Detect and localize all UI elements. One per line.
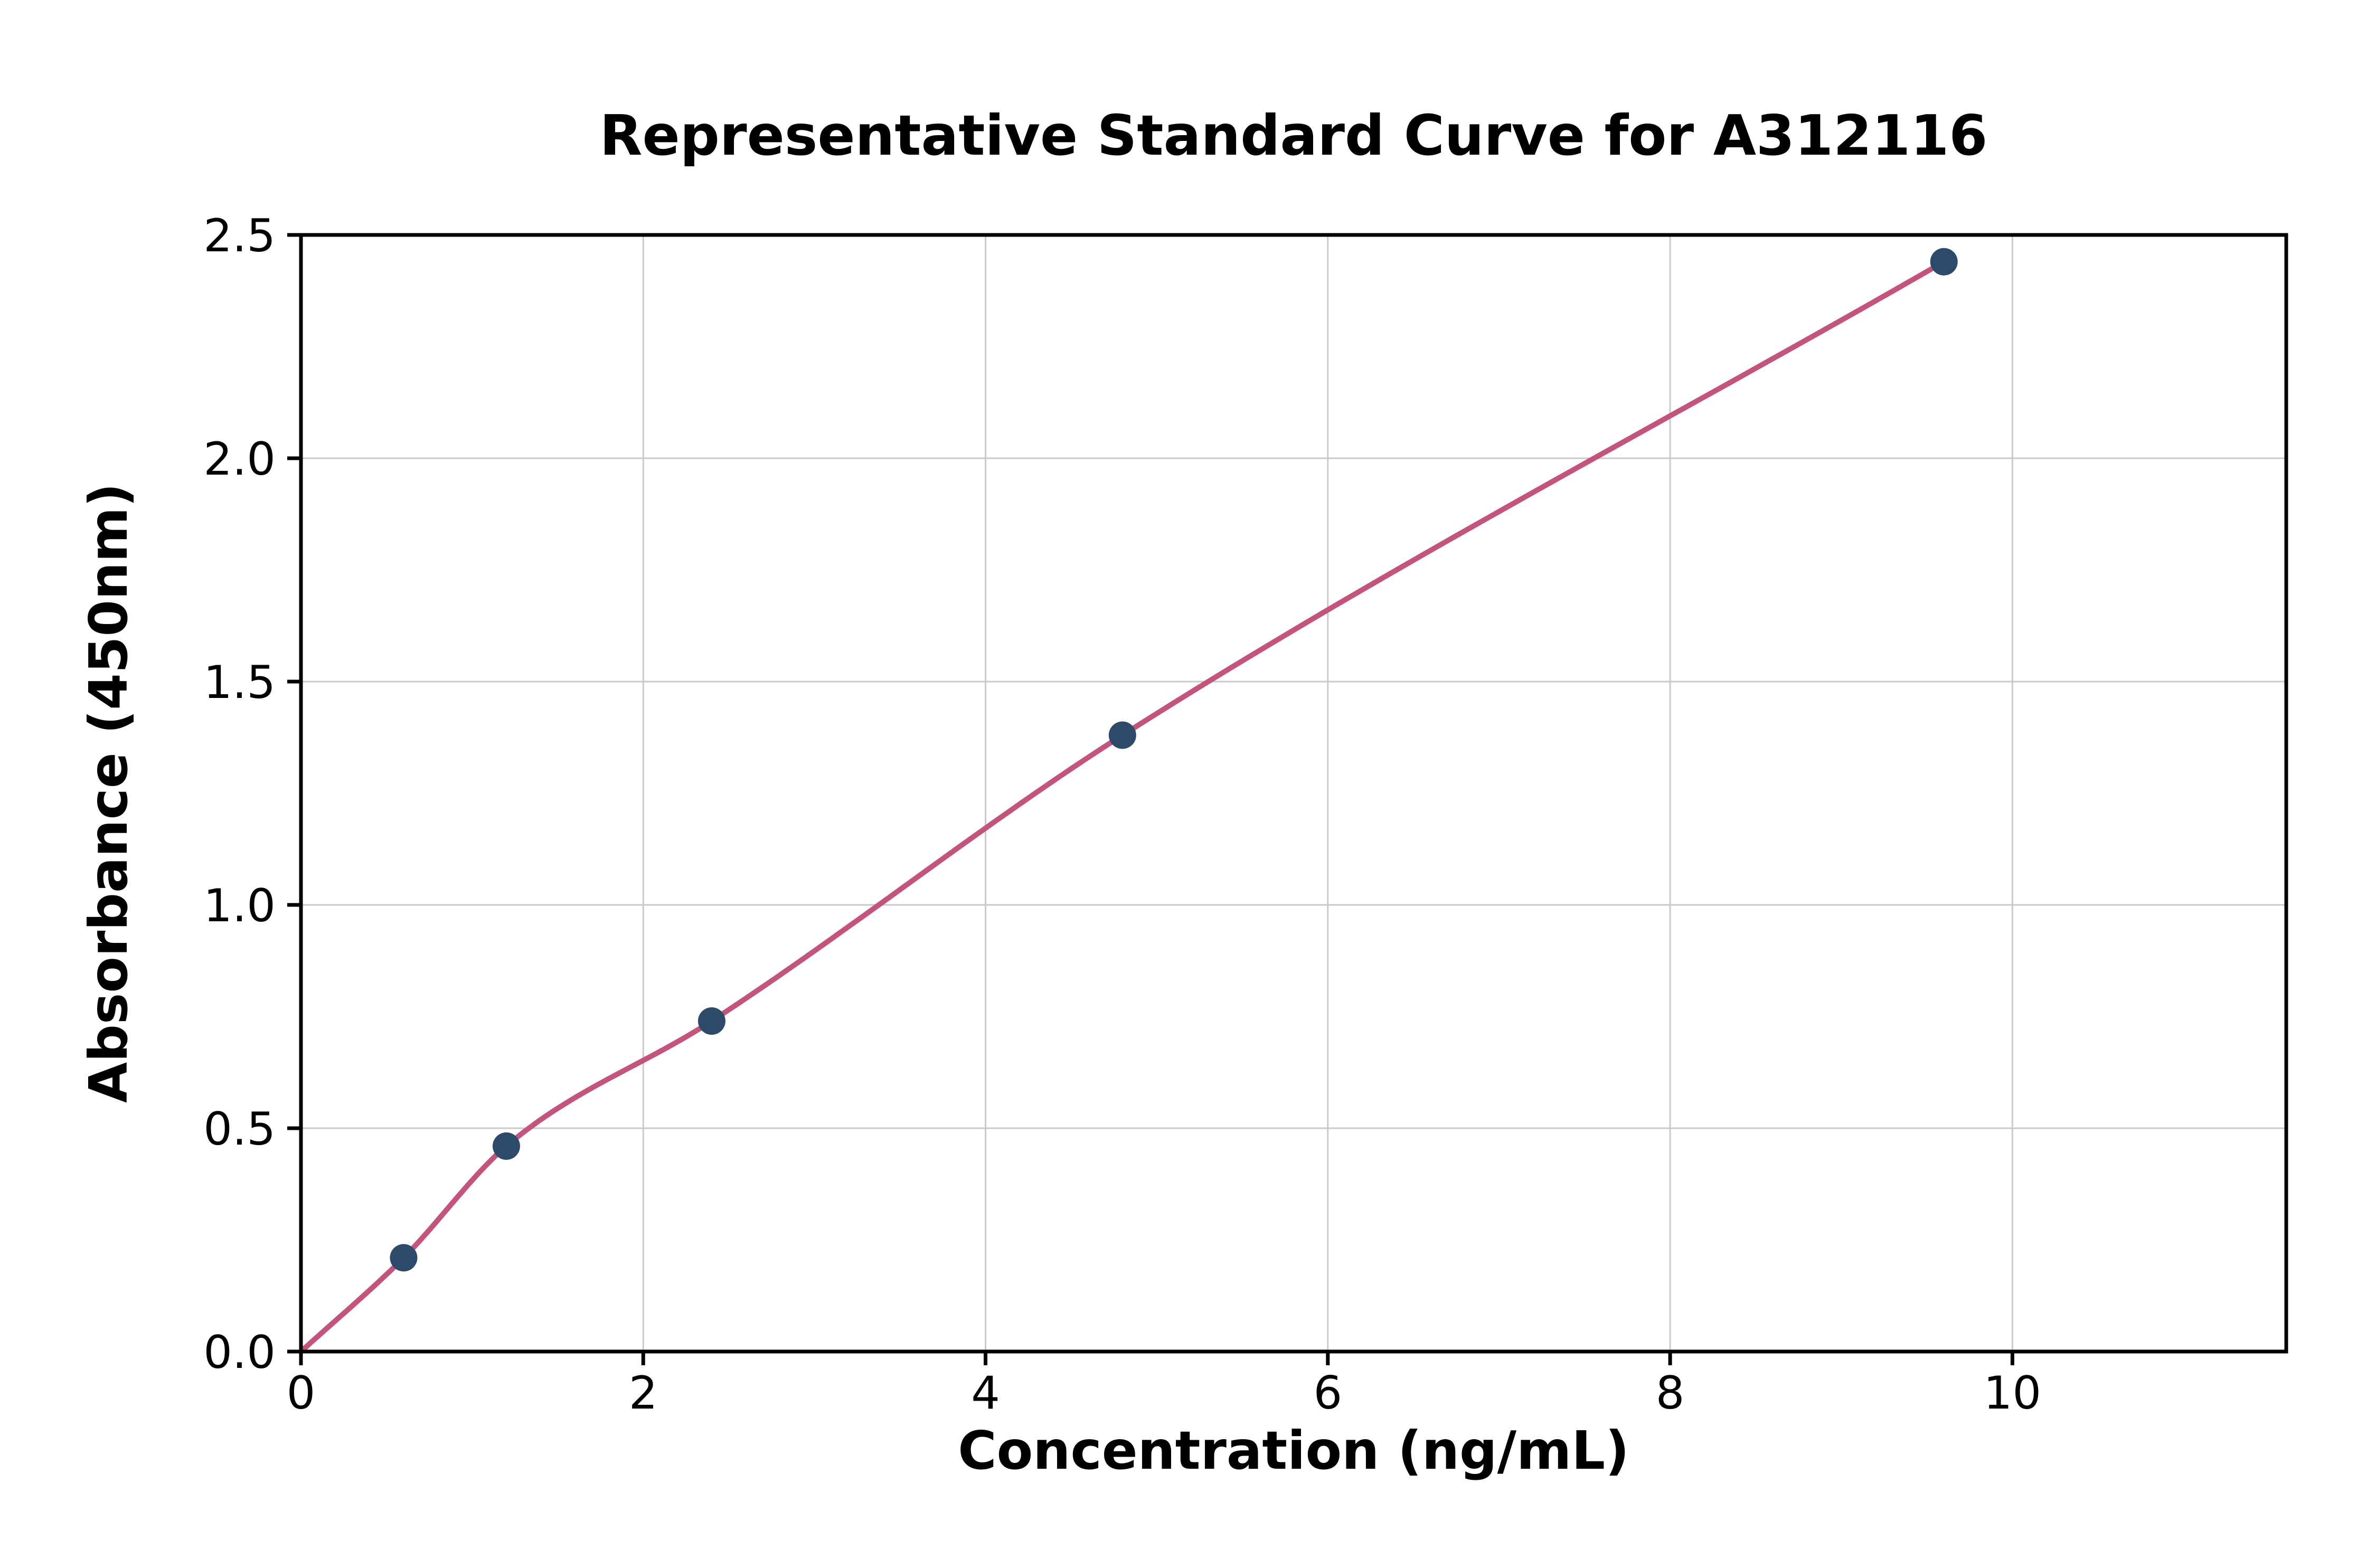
chart-title: Representative Standard Curve for A31211… [600,103,1988,168]
y-tick-label: 2.5 [203,210,276,262]
x-tick-label: 8 [1656,1367,1685,1420]
axis-layer [299,233,2288,1354]
data-point [697,1007,725,1035]
y-tick-label: 0.0 [203,1326,276,1379]
y-tick-label: 0.5 [203,1103,276,1156]
y-tick-label: 2.0 [203,433,276,486]
data-layer [298,248,1958,1354]
x-tick-label: 0 [287,1367,316,1420]
y-axis-label: Absorbance (450nm) [78,483,139,1103]
x-axis-label: Concentration (ng/mL) [958,1420,1629,1481]
grid-layer [301,234,2286,1352]
x-tick-label: 4 [971,1367,1000,1420]
data-point [390,1244,418,1272]
ticks-layer: 0 2 4 6 8 10 0.0 0.5 1.0 1.5 2.0 2.5 [203,210,2041,1420]
data-point [1108,721,1136,749]
y-tick-label: 1.5 [203,656,276,709]
fit-curve [298,259,1947,1354]
x-tick-label: 2 [629,1367,658,1420]
x-tick-label: 10 [1984,1367,2041,1420]
plot-border [299,233,2288,1354]
x-tick-label: 6 [1313,1367,1342,1420]
data-point [1930,248,1958,276]
data-point [492,1132,520,1160]
y-tick-label: 1.0 [203,880,276,932]
